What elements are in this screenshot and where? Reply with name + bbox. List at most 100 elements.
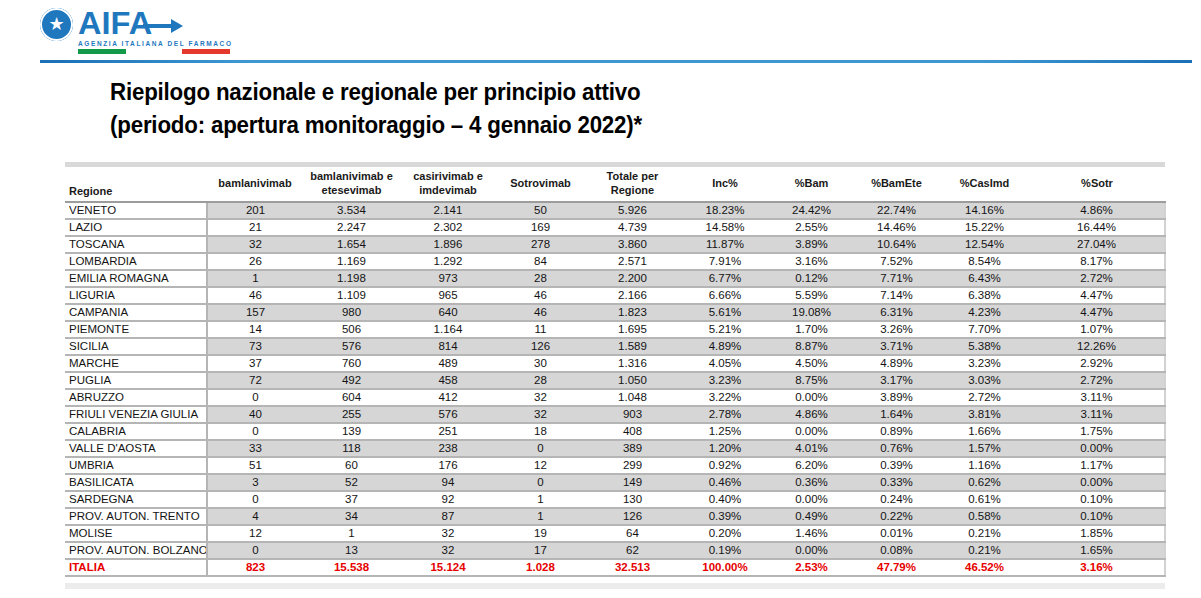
value-cell: 149 bbox=[585, 474, 680, 491]
value-cell: 16.44% bbox=[1029, 219, 1165, 236]
region-cell: VALLE D'AOSTA bbox=[65, 440, 207, 457]
value-cell: 0.40% bbox=[680, 491, 770, 508]
value-cell: 412 bbox=[400, 389, 496, 406]
value-cell: 8.54% bbox=[940, 253, 1029, 270]
header-divider-rule bbox=[40, 60, 1192, 63]
aifa-logo-text-block: AIFA AGENZIA ITALIANA DEL FARMACO bbox=[78, 8, 248, 54]
value-cell: 2.72% bbox=[940, 389, 1029, 406]
value-cell: 10.64% bbox=[853, 236, 940, 253]
value-cell: 11 bbox=[496, 321, 585, 338]
value-cell: 126 bbox=[585, 508, 680, 525]
region-cell: EMILIA ROMAGNA bbox=[65, 270, 207, 287]
value-cell: 62 bbox=[585, 542, 680, 559]
value-cell: 2.55% bbox=[770, 219, 853, 236]
region-cell: PIEMONTE bbox=[65, 321, 207, 338]
value-cell: 46 bbox=[496, 304, 585, 321]
table-row: SARDEGNA0379211300.40%0.00%0.24%0.61%0.1… bbox=[65, 491, 1165, 508]
value-cell: 19.08% bbox=[770, 304, 853, 321]
value-cell: 3.71% bbox=[853, 338, 940, 355]
value-cell: 14.58% bbox=[680, 219, 770, 236]
region-cell: UMBRIA bbox=[65, 457, 207, 474]
value-cell: 0 bbox=[207, 491, 303, 508]
value-cell: 4.86% bbox=[1029, 202, 1165, 219]
value-cell: 2.200 bbox=[585, 270, 680, 287]
value-cell: 14 bbox=[207, 321, 303, 338]
value-cell: 5.21% bbox=[680, 321, 770, 338]
value-cell: 2.92% bbox=[1029, 355, 1165, 372]
value-cell: 0.62% bbox=[940, 474, 1029, 491]
value-cell: 1 bbox=[496, 491, 585, 508]
value-cell: 0 bbox=[496, 440, 585, 457]
table-row: VALLE D'AOSTA3311823803891.20%4.01%0.76%… bbox=[65, 440, 1165, 457]
value-cell: 0.10% bbox=[1029, 508, 1165, 525]
region-cell: PROV. AUTON. TRENTO bbox=[65, 508, 207, 525]
value-cell: 12 bbox=[207, 525, 303, 542]
value-cell: 3.23% bbox=[940, 355, 1029, 372]
value-cell: 22.74% bbox=[853, 202, 940, 219]
value-cell: 814 bbox=[400, 338, 496, 355]
column-header-regione: Regione bbox=[65, 167, 207, 202]
value-cell: 0 bbox=[207, 389, 303, 406]
value-cell: 3.11% bbox=[1029, 406, 1165, 423]
value-cell: 965 bbox=[400, 287, 496, 304]
aifa-emblem-icon: ★ bbox=[40, 8, 73, 41]
value-cell: 3.89% bbox=[770, 236, 853, 253]
value-cell: 32 bbox=[400, 542, 496, 559]
value-cell: 7.70% bbox=[940, 321, 1029, 338]
value-cell: 12.26% bbox=[1029, 338, 1165, 355]
table-row: MARCHE37760489301.3164.05%4.50%4.89%3.23… bbox=[65, 355, 1165, 372]
value-cell: 0.76% bbox=[853, 440, 940, 457]
value-cell: 1.292 bbox=[400, 253, 496, 270]
region-cell: LOMBARDIA bbox=[65, 253, 207, 270]
value-cell: 46 bbox=[207, 287, 303, 304]
column-header-pct-bam: %Bam bbox=[770, 167, 853, 202]
value-cell: 0.01% bbox=[853, 525, 940, 542]
value-cell: 6.38% bbox=[940, 287, 1029, 304]
value-cell: 72 bbox=[207, 372, 303, 389]
value-cell: 2.247 bbox=[303, 219, 400, 236]
value-cell: 1.66% bbox=[940, 423, 1029, 440]
value-cell: 176 bbox=[400, 457, 496, 474]
value-cell: 73 bbox=[207, 338, 303, 355]
page-title-line1: Riepilogo nazionale e regionale per prin… bbox=[110, 76, 642, 109]
value-cell: 6.66% bbox=[680, 287, 770, 304]
value-cell: 0.61% bbox=[940, 491, 1029, 508]
value-cell: 5.59% bbox=[770, 287, 853, 304]
value-cell: 37 bbox=[303, 491, 400, 508]
table-row: FRIULI VENEZIA GIULIA40255576329032.78%4… bbox=[65, 406, 1165, 423]
value-cell: 1.316 bbox=[585, 355, 680, 372]
value-cell: 492 bbox=[303, 372, 400, 389]
value-cell: 24.42% bbox=[770, 202, 853, 219]
value-cell: 4.86% bbox=[770, 406, 853, 423]
value-cell: 15.538 bbox=[303, 559, 400, 576]
value-cell: 3.81% bbox=[940, 406, 1029, 423]
value-cell: 157 bbox=[207, 304, 303, 321]
value-cell: 1.589 bbox=[585, 338, 680, 355]
value-cell: 3.22% bbox=[680, 389, 770, 406]
value-cell: 32 bbox=[400, 525, 496, 542]
value-cell: 5.61% bbox=[680, 304, 770, 321]
value-cell: 506 bbox=[303, 321, 400, 338]
value-cell: 2.571 bbox=[585, 253, 680, 270]
value-cell: 21 bbox=[207, 219, 303, 236]
value-cell: 15.22% bbox=[940, 219, 1029, 236]
table-row: TOSCANA321.6541.8962783.86011.87%3.89%10… bbox=[65, 236, 1165, 253]
value-cell: 7.91% bbox=[680, 253, 770, 270]
value-cell: 7.71% bbox=[853, 270, 940, 287]
value-cell: 0 bbox=[496, 474, 585, 491]
value-cell: 0.36% bbox=[770, 474, 853, 491]
table-header-row: Regionebamlanivimabbamlanivimab e etesev… bbox=[65, 167, 1165, 202]
value-cell: 0.00% bbox=[770, 542, 853, 559]
value-cell: 64 bbox=[585, 525, 680, 542]
table-row: BASILICATA3529401490.46%0.36%0.33%0.62%0… bbox=[65, 474, 1165, 491]
value-cell: 0.92% bbox=[680, 457, 770, 474]
value-cell: 18 bbox=[496, 423, 585, 440]
value-cell: 8.75% bbox=[770, 372, 853, 389]
value-cell: 52 bbox=[303, 474, 400, 491]
value-cell: 1.695 bbox=[585, 321, 680, 338]
value-cell: 0.20% bbox=[680, 525, 770, 542]
column-header-sotrovimab: Sotrovimab bbox=[496, 167, 585, 202]
value-cell: 0.00% bbox=[770, 423, 853, 440]
column-header-pct-casimd: %CasImd bbox=[940, 167, 1029, 202]
column-header-pct-bamete: %BamEte bbox=[853, 167, 940, 202]
